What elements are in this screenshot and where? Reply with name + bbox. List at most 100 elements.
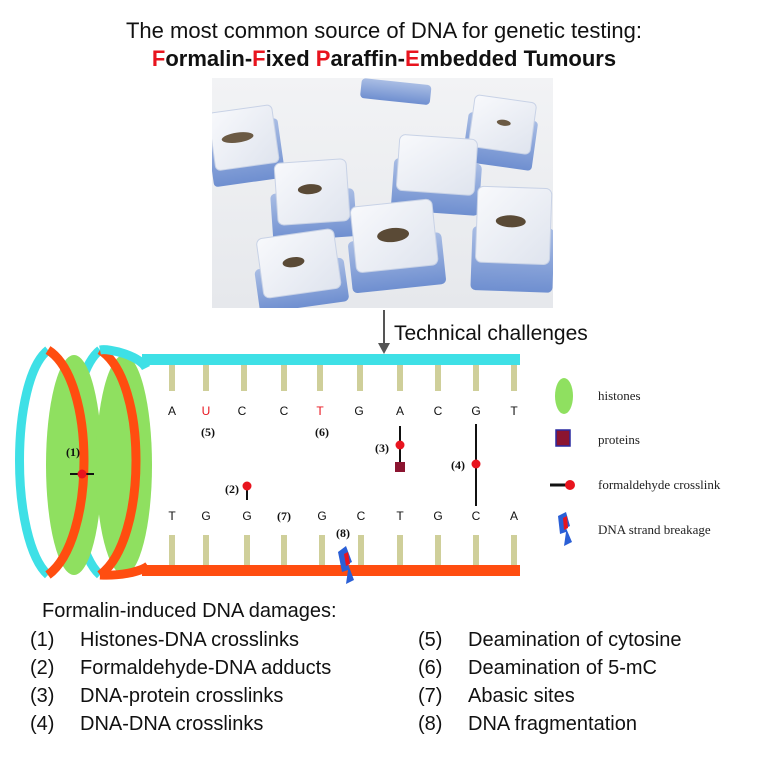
damages-list-right: (5) Deamination of cytosine (6) Deaminatio… <box>418 626 681 738</box>
histone-ellipse <box>96 355 152 575</box>
paraffin-block <box>462 94 538 171</box>
top-base-tick <box>169 365 175 391</box>
protein-box <box>395 462 405 472</box>
damage-num: (4) <box>30 713 55 735</box>
marker-2: (2) <box>225 482 239 496</box>
damage-item: (2) Formaldehyde-DNA adducts <box>30 654 331 682</box>
title-line2: Formalin-Fixed Paraffin-Embedded Tumours <box>0 46 768 72</box>
damage-text: Histones-DNA crosslinks <box>80 629 299 651</box>
damage-item: (4) DNA-DNA crosslinks <box>30 710 331 738</box>
bottom-base: T <box>396 509 404 523</box>
bottom-base-tick <box>203 535 209 565</box>
damage-text: Deamination of 5-mC <box>468 657 657 679</box>
damage-item: (7) Abasic sites <box>418 682 681 710</box>
damage-item: (8) DNA fragmentation <box>418 710 681 738</box>
challenge-label: Technical challenges <box>394 322 588 345</box>
title-part: ixed <box>265 46 316 71</box>
damage-num: (8) <box>418 713 443 735</box>
top-base-tick <box>435 365 441 391</box>
damage-num: (3) <box>30 685 55 707</box>
damage-num: (6) <box>418 657 443 679</box>
bottom-base: (7) <box>277 509 291 523</box>
protein-crosslink <box>395 426 405 472</box>
damage-item: (1) Histones-DNA crosslinks <box>30 626 331 654</box>
top-base-tick <box>317 365 323 391</box>
title-part: F <box>151 46 166 71</box>
damage-item: (5) Deamination of cytosine <box>418 626 681 654</box>
bottom-base: G <box>433 509 442 523</box>
paraffin-block <box>348 198 446 294</box>
top-base: G <box>471 404 480 418</box>
top-base: C <box>434 404 443 418</box>
ffpe-blocks-photo <box>212 78 553 308</box>
histone-ellipse <box>46 355 102 575</box>
legend-breakage: DNA strand breakage <box>598 522 711 537</box>
top-base: A <box>168 404 176 418</box>
adduct-crosslink <box>242 481 252 500</box>
marker-5: (5) <box>201 425 215 439</box>
bottom-base-tick <box>397 535 403 565</box>
top-base: C <box>280 404 289 418</box>
title-part: araffin- <box>330 46 405 71</box>
paraffin-block <box>270 158 357 242</box>
crosslink-dot <box>242 481 252 491</box>
title-part: ormalin- <box>165 46 253 71</box>
top-base-tick <box>397 365 403 391</box>
marker-3: (3) <box>375 441 389 455</box>
top-strand <box>142 354 520 365</box>
top-base-tick <box>281 365 287 391</box>
crosslink-dot <box>471 459 481 469</box>
top-base-tick <box>357 365 363 391</box>
breakage-legend-icon <box>558 512 572 546</box>
damage-item: (6) Deamination of 5-mC <box>418 654 681 682</box>
base-ticks <box>169 365 517 565</box>
damage-item: (3) DNA-protein crosslinks <box>30 682 331 710</box>
top-base: U <box>202 404 211 418</box>
crosslink-dot <box>77 469 87 479</box>
damage-num: (5) <box>418 629 443 651</box>
bottom-base-tick <box>435 535 441 565</box>
bottom-base-tick <box>169 535 175 565</box>
bottom-base: G <box>242 509 251 523</box>
bottom-base: C <box>472 509 481 523</box>
top-base-tick <box>511 365 517 391</box>
histones-legend-icon <box>555 378 573 414</box>
dna-dna-crosslink <box>471 424 481 506</box>
damage-text: Abasic sites <box>468 685 575 707</box>
damage-text: DNA-DNA crosslinks <box>80 713 264 735</box>
paraffin-block <box>212 104 286 187</box>
bottom-base-tick <box>281 535 287 565</box>
title-part: F <box>252 46 266 71</box>
down-arrow-icon <box>378 310 390 354</box>
marker-6: (6) <box>315 425 329 439</box>
top-base: G <box>354 404 363 418</box>
bottom-base-tick <box>319 535 325 565</box>
damages-title: Formalin-induced DNA damages: <box>42 600 337 622</box>
top-base: C <box>238 404 247 418</box>
paraffin-block <box>360 78 432 105</box>
damage-text: Deamination of cytosine <box>468 629 682 651</box>
bottom-base: A <box>510 509 518 523</box>
damage-text: DNA fragmentation <box>468 713 637 735</box>
legend-histones: histones <box>598 388 641 403</box>
bottom-base-tick <box>511 535 517 565</box>
legend: histones proteins formaldehyde crosslink… <box>550 378 721 546</box>
title-part: E <box>405 46 420 71</box>
bottom-base: G <box>201 509 210 523</box>
dna-coil: (1) <box>15 345 152 580</box>
legend-crosslink: formaldehyde crosslink <box>598 477 721 492</box>
breakage-icon <box>338 546 354 584</box>
damage-num: (1) <box>30 629 55 651</box>
marker-1: (1) <box>66 445 80 459</box>
top-base: A <box>396 404 404 418</box>
bottom-strand <box>142 565 520 576</box>
marker-4: (4) <box>451 458 465 472</box>
top-base: T <box>510 404 518 418</box>
title-line1: The most common source of DNA for geneti… <box>125 18 642 43</box>
proteins-legend-icon <box>555 429 571 447</box>
bottom-base: C <box>357 509 366 523</box>
damage-num: (2) <box>30 657 55 679</box>
paraffin-block <box>470 185 553 293</box>
damage-num: (7) <box>418 685 443 707</box>
bottom-base: T <box>168 509 176 523</box>
